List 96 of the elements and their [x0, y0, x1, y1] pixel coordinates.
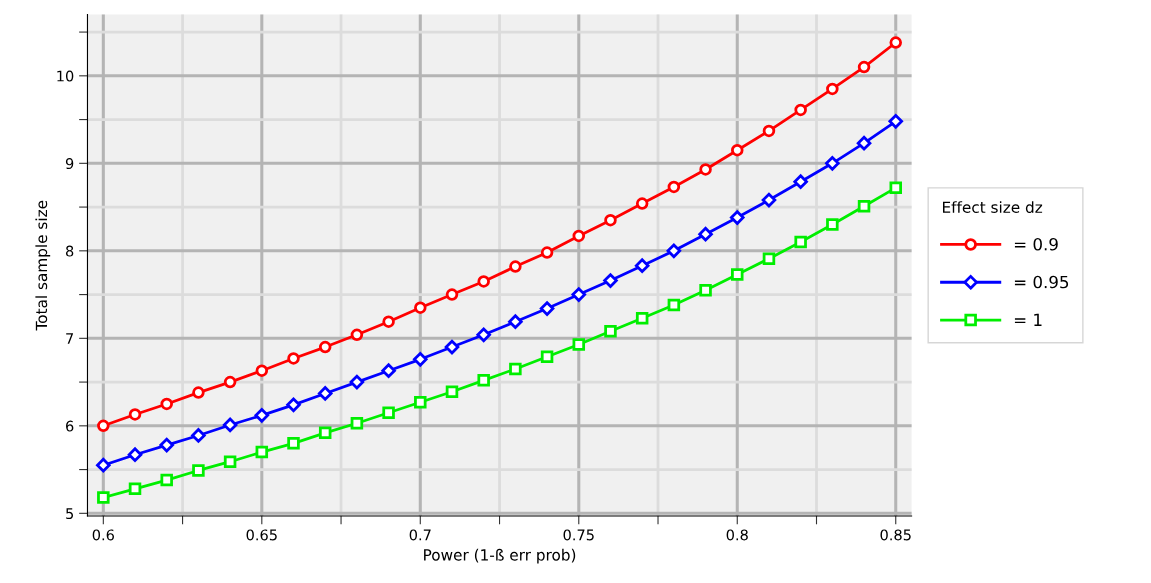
point: [889, 181, 902, 195]
point: [571, 287, 587, 302]
point: [666, 243, 682, 259]
point: [857, 60, 871, 74]
point: [191, 428, 206, 443]
y-tick-label: 6: [66, 420, 74, 432]
point: [350, 416, 364, 430]
x-axis-title: Power (1-ß err prob): [424, 548, 576, 564]
point: [382, 406, 395, 419]
point: [127, 447, 143, 462]
x-tick-label: 0.7: [409, 529, 431, 541]
point: [444, 339, 460, 355]
point: [445, 288, 459, 301]
point: [540, 246, 554, 259]
point: [445, 385, 459, 398]
point: [317, 386, 333, 401]
point: [286, 397, 301, 413]
point: [889, 36, 902, 49]
y-tick-label: 5: [66, 508, 74, 520]
point: [699, 283, 712, 297]
point: [635, 311, 649, 325]
point: [888, 114, 904, 129]
point: [762, 124, 776, 138]
point: [729, 210, 745, 225]
point: [667, 180, 681, 194]
point: [699, 163, 712, 176]
point: [540, 350, 554, 363]
point: [254, 408, 270, 423]
legend-label: = 0.9: [1014, 237, 1058, 251]
point: [667, 298, 681, 312]
point: [857, 199, 871, 213]
point: [413, 352, 428, 367]
y-axis-title: Total sample size: [35, 200, 51, 331]
point: [539, 301, 555, 316]
point: [192, 464, 205, 477]
legend-label: = 1: [1014, 313, 1042, 326]
point: [414, 395, 427, 409]
point: [509, 260, 522, 273]
point: [731, 143, 744, 157]
point: [604, 213, 617, 227]
point: [762, 252, 776, 265]
point: [698, 226, 713, 242]
point: [287, 437, 300, 450]
point: [192, 386, 205, 399]
point: [572, 338, 586, 351]
point: [572, 229, 586, 243]
y-tick-label: 10: [57, 70, 74, 82]
point: [414, 301, 427, 314]
x-tick-label: 0.75: [563, 529, 594, 541]
y-tick-label: 7: [66, 333, 74, 344]
point: [96, 457, 111, 473]
point: [318, 426, 332, 440]
x-tick-label: 0.8: [726, 529, 748, 541]
point: [603, 273, 618, 288]
legend-title: Effect size dz: [943, 201, 1043, 213]
point: [635, 197, 649, 210]
point: [350, 328, 364, 342]
point: [160, 473, 173, 487]
point: [223, 375, 237, 389]
x-tick-label: 0.85: [880, 529, 911, 541]
point: [128, 482, 142, 496]
point: [160, 397, 173, 411]
point: [318, 340, 332, 354]
point: [97, 419, 110, 433]
point: [287, 352, 300, 365]
point: [382, 315, 395, 328]
point: [825, 156, 840, 171]
point: [794, 103, 807, 117]
point: [381, 363, 396, 378]
point: [477, 374, 490, 387]
point: [255, 364, 269, 377]
point: [255, 445, 269, 459]
point: [476, 327, 491, 343]
point: [477, 275, 490, 288]
x-tick-label: 0.6: [92, 529, 114, 541]
point: [856, 135, 872, 151]
point: [97, 491, 110, 504]
point: [731, 268, 744, 281]
point: [223, 455, 237, 468]
point: [159, 437, 174, 453]
legend-label: = 0.95: [1014, 275, 1069, 289]
point: [826, 82, 839, 96]
point: [793, 174, 808, 189]
point: [794, 235, 807, 249]
x-tick-label: 0.65: [246, 529, 277, 541]
point: [634, 258, 650, 273]
point: [222, 417, 238, 433]
point: [604, 325, 617, 338]
point: [509, 362, 522, 376]
point: [508, 314, 523, 329]
y-tick-label: 8: [65, 245, 74, 257]
y-tick-label: 9: [65, 158, 74, 170]
point: [826, 218, 839, 231]
point: [128, 408, 142, 421]
point: [349, 374, 365, 390]
point: [761, 192, 777, 208]
